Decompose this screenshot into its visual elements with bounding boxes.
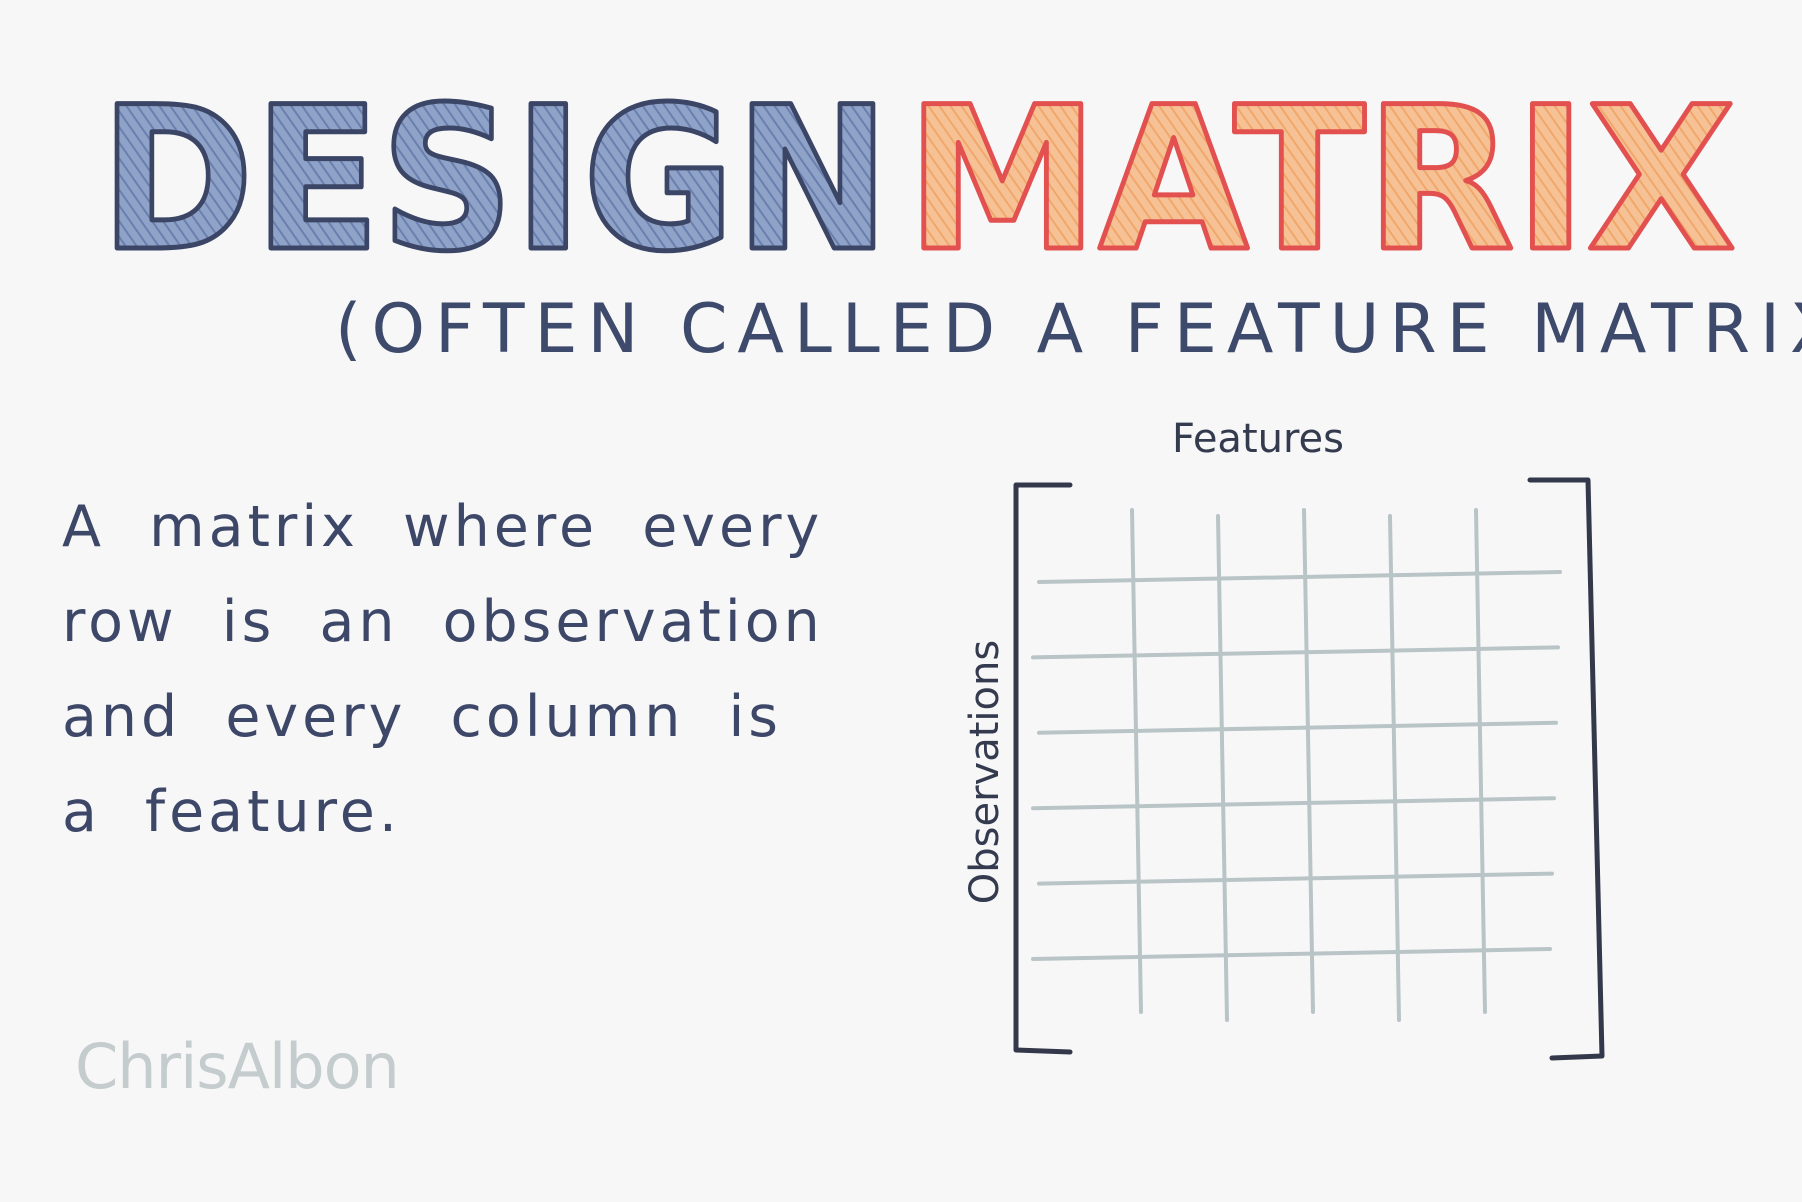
right-bracket xyxy=(1527,477,1605,1061)
grid-row-line xyxy=(1031,645,1560,660)
grid-row-line xyxy=(1031,947,1552,961)
grid-column-line xyxy=(1130,508,1143,1014)
left-bracket xyxy=(1013,482,1073,1055)
matrix-diagram xyxy=(940,410,1620,1070)
matrix-grid xyxy=(1013,477,1605,1061)
title-matrix: MATRIX xyxy=(906,70,1736,280)
title-design: DESIGN xyxy=(100,70,890,280)
grid-row-line xyxy=(1037,720,1558,735)
features-axis-label: Features xyxy=(1172,416,1344,462)
grid-row-line xyxy=(1031,796,1556,811)
grid-column-line xyxy=(1474,508,1487,1014)
grid-column-line xyxy=(1216,514,1229,1022)
grid-column-line xyxy=(1388,514,1401,1022)
title: DESIGN MATRIX xyxy=(100,70,1740,280)
signature: ChrisAlbon xyxy=(75,1030,400,1103)
definition-text: A matrix where every row is an observati… xyxy=(62,494,824,845)
grid-row-line xyxy=(1037,570,1562,584)
subtitle: (OFTEN CALLED A FEATURE MATRIX) xyxy=(335,290,1802,369)
grid-row-line xyxy=(1037,871,1554,886)
grid-column-line xyxy=(1302,508,1315,1014)
